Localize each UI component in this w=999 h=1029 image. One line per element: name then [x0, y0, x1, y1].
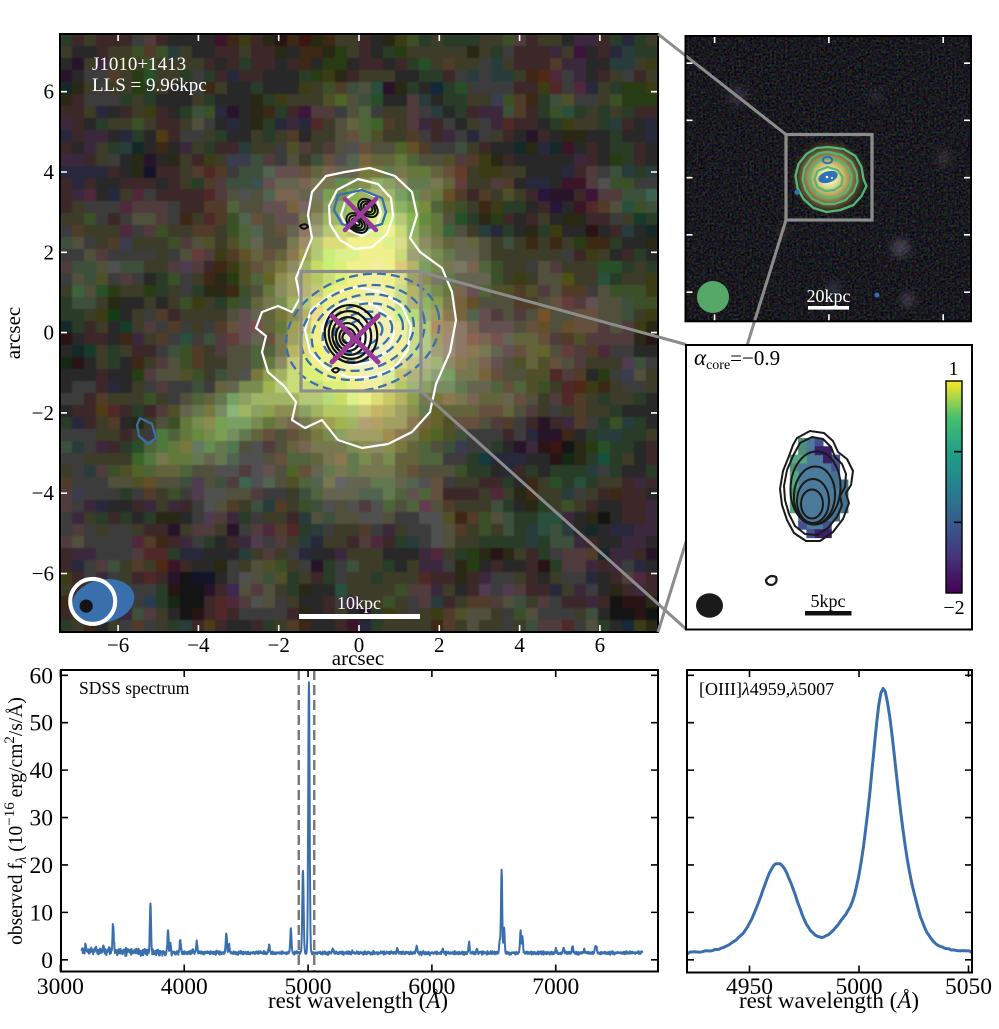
svg-text:−2: −2 — [268, 633, 290, 657]
svg-text:50: 50 — [30, 711, 54, 737]
svg-text:rest wavelength (Å): rest wavelength (Å) — [268, 988, 448, 1013]
svg-text:1: 1 — [949, 358, 959, 380]
svg-text:4: 4 — [514, 633, 525, 657]
svg-text:2: 2 — [434, 633, 445, 657]
svg-text:rest wavelength (Å): rest wavelength (Å) — [739, 988, 919, 1013]
svg-text:arcsec: arcsec — [332, 646, 384, 670]
svg-text:6000: 6000 — [408, 974, 455, 1000]
svg-text:40: 40 — [30, 758, 54, 784]
svg-text:5050: 5050 — [945, 974, 992, 1000]
svg-text:7000: 7000 — [532, 974, 579, 1000]
svg-text:2: 2 — [44, 240, 55, 264]
svg-text:αcore=−0.9: αcore=−0.9 — [694, 345, 780, 373]
svg-text:4: 4 — [44, 160, 55, 184]
svg-text:0: 0 — [41, 948, 53, 974]
svg-text:−4: −4 — [32, 481, 55, 505]
svg-text:−6: −6 — [32, 562, 54, 586]
svg-text:0: 0 — [44, 321, 55, 345]
svg-text:5kpc: 5kpc — [811, 591, 846, 611]
svg-text:30: 30 — [30, 806, 54, 832]
svg-text:4950: 4950 — [726, 974, 773, 1000]
svg-text:3000: 3000 — [37, 974, 84, 1000]
svg-text:−4: −4 — [187, 633, 210, 657]
svg-text:6: 6 — [44, 80, 55, 104]
svg-text:20: 20 — [30, 853, 54, 879]
svg-text:5000: 5000 — [836, 974, 883, 1000]
svg-text:20kpc: 20kpc — [807, 286, 851, 306]
svg-text:[OIII]λ4959,λ5007: [OIII]λ4959,λ5007 — [699, 679, 834, 699]
svg-text:arcsec: arcsec — [1, 307, 25, 359]
svg-text:−2: −2 — [32, 401, 54, 425]
svg-text:4000: 4000 — [161, 974, 208, 1000]
svg-text:−2: −2 — [943, 597, 964, 619]
svg-text:10: 10 — [30, 900, 54, 926]
svg-text:5000: 5000 — [285, 974, 332, 1000]
svg-text:J1010+1413: J1010+1413 — [92, 54, 186, 75]
svg-text:LLS = 9.96kpc: LLS = 9.96kpc — [92, 75, 207, 96]
svg-text:0: 0 — [354, 633, 365, 657]
svg-text:−6: −6 — [107, 633, 129, 657]
svg-text:10kpc: 10kpc — [337, 593, 381, 613]
svg-text:SDSS spectrum: SDSS spectrum — [79, 678, 190, 698]
svg-text:60: 60 — [30, 663, 54, 689]
svg-text:6: 6 — [595, 633, 606, 657]
